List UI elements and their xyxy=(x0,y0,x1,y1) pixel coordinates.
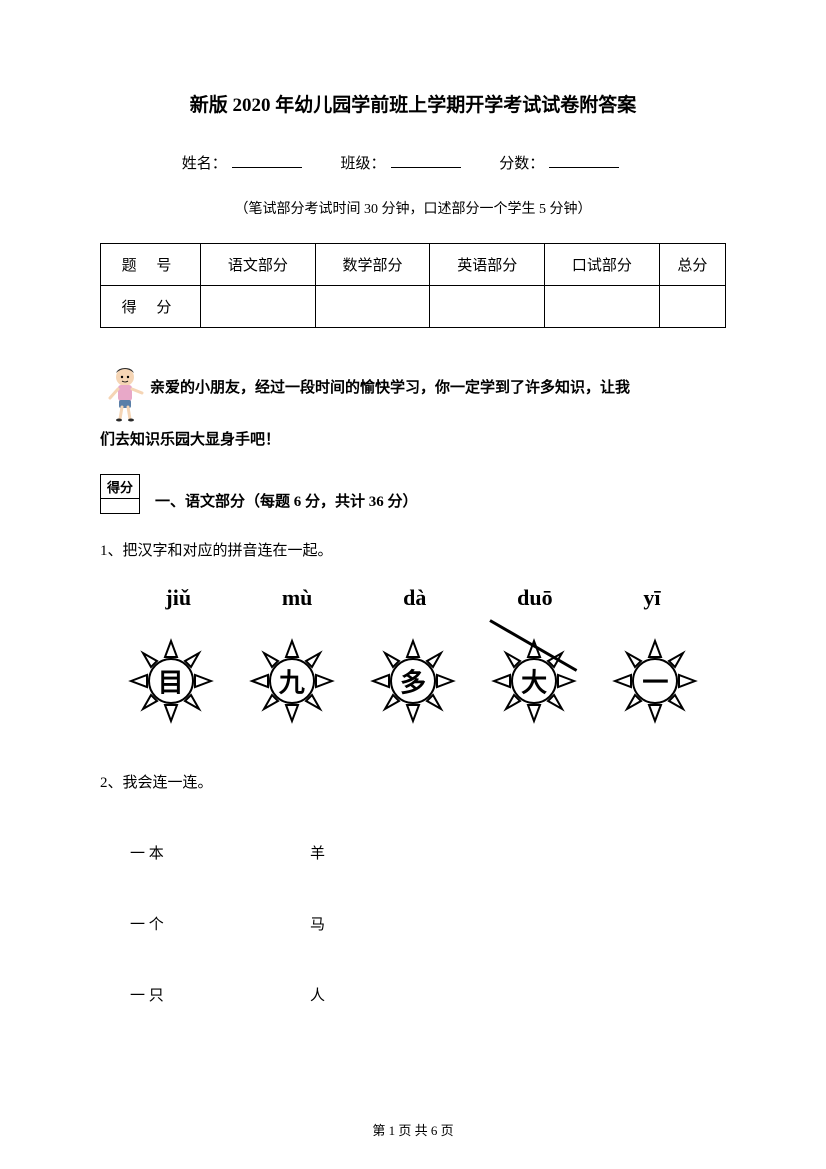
table-row: 题 号 语文部分 数学部分 英语部分 口试部分 总分 xyxy=(101,244,726,286)
sun-char: 一 xyxy=(642,663,668,700)
student-info-line: 姓名： 班级： 分数： xyxy=(100,152,726,173)
timing-note: （笔试部分考试时间 30 分钟，口述部分一个学生 5 分钟） xyxy=(100,198,726,218)
intro-line2: 们去知识乐园大显身手吧！ xyxy=(100,428,726,449)
table-cell: 英语部分 xyxy=(430,244,545,286)
pinyin-item: jiǔ xyxy=(165,585,191,611)
matching-right: 羊 xyxy=(310,842,325,863)
pinyin-item: duō xyxy=(517,585,552,611)
table-cell[interactable] xyxy=(430,286,545,328)
pinyin-item: yī xyxy=(643,585,660,611)
row-header: 题 号 xyxy=(101,244,201,286)
matching-left: 一 只 xyxy=(130,984,310,1005)
pinyin-item: mù xyxy=(282,585,313,611)
sun-char: 大 xyxy=(521,663,547,700)
sun-item: 大 xyxy=(484,631,584,731)
sun-item: 目 xyxy=(121,631,221,731)
child-mascot-icon xyxy=(100,363,150,423)
sun-item: 一 xyxy=(605,631,705,731)
question-1: 1、把汉字和对应的拼音连在一起。 xyxy=(100,539,726,560)
name-label: 姓名： xyxy=(182,156,227,172)
score-blank[interactable] xyxy=(549,167,619,168)
sun-char: 多 xyxy=(400,663,426,700)
class-label: 班级： xyxy=(340,156,385,172)
matching-left: 一 个 xyxy=(130,913,310,934)
score-box-label: 得分 xyxy=(101,475,139,499)
table-row: 得 分 xyxy=(101,286,726,328)
score-label: 分数： xyxy=(499,156,544,172)
pinyin-item: dà xyxy=(403,585,426,611)
class-blank[interactable] xyxy=(391,167,461,168)
section-title: 一、语文部分（每题 6 分，共计 36 分） xyxy=(155,490,418,514)
matching-left: 一 本 xyxy=(130,842,310,863)
sun-char: 目 xyxy=(158,663,184,700)
score-box: 得分 xyxy=(100,474,140,514)
sun-item: 九 xyxy=(242,631,342,731)
matching-right: 人 xyxy=(310,984,325,1005)
name-blank[interactable] xyxy=(232,167,302,168)
matching-row: 一 个 马 xyxy=(100,913,726,934)
table-cell[interactable] xyxy=(315,286,430,328)
document-title: 新版 2020 年幼儿园学前班上学期开学考试试卷附答案 xyxy=(100,90,726,117)
sun-row: 目 九 多 xyxy=(100,631,726,731)
table-cell[interactable] xyxy=(201,286,316,328)
table-cell[interactable] xyxy=(545,286,660,328)
table-cell[interactable] xyxy=(659,286,725,328)
table-cell: 口试部分 xyxy=(545,244,660,286)
pinyin-row: jiǔ mù dà duō yī xyxy=(100,585,726,611)
matching-right: 马 xyxy=(310,913,325,934)
score-table: 题 号 语文部分 数学部分 英语部分 口试部分 总分 得 分 xyxy=(100,243,726,328)
sun-char: 九 xyxy=(279,663,305,700)
matching-row: 一 只 人 xyxy=(100,984,726,1005)
table-cell: 数学部分 xyxy=(315,244,430,286)
sun-item: 多 xyxy=(363,631,463,731)
matching-row: 一 本 羊 xyxy=(100,842,726,863)
row-header: 得 分 xyxy=(101,286,201,328)
intro-line1: 亲爱的小朋友，经过一段时间的愉快学习，你一定学到了许多知识，让我 xyxy=(150,373,630,403)
table-cell: 总分 xyxy=(659,244,725,286)
page-footer: 第 1 页 共 6 页 xyxy=(0,1120,826,1139)
table-cell: 语文部分 xyxy=(201,244,316,286)
score-box-value[interactable] xyxy=(101,499,139,513)
question-2: 2、我会连一连。 xyxy=(100,771,726,792)
